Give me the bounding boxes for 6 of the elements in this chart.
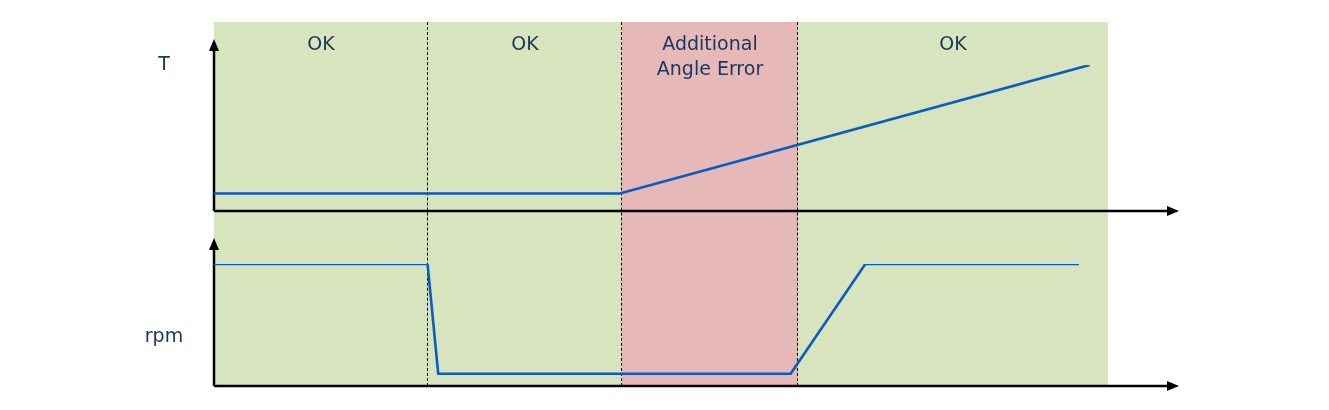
text: OK	[307, 32, 335, 54]
y-axis-title: rpm	[144, 323, 184, 346]
text: OK	[511, 32, 539, 54]
y-axis-title: T	[157, 51, 171, 74]
text: OK	[939, 32, 967, 54]
annotation: Additional Angle Error	[656, 32, 764, 79]
